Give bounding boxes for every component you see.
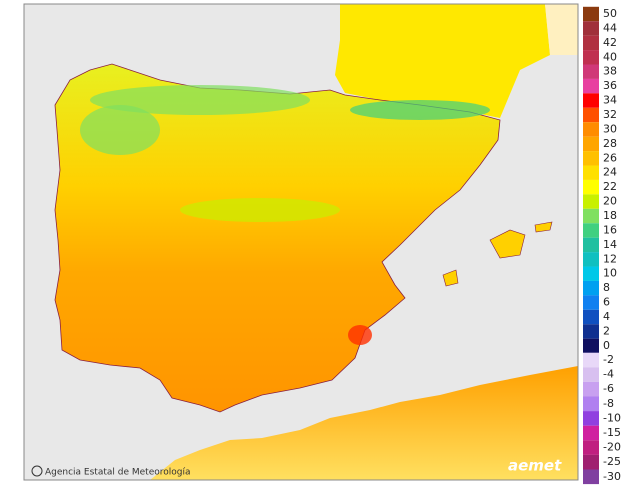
legend-swatch [583, 381, 599, 397]
legend-swatch [583, 136, 599, 152]
mountain-galicia [80, 105, 160, 155]
legend-swatch [583, 6, 599, 22]
legend-swatch [583, 352, 599, 368]
logo: aemet [508, 457, 562, 475]
legend-label: 16 [603, 223, 617, 236]
legend-label: -15 [603, 426, 621, 439]
legend-swatch [583, 151, 599, 166]
legend-swatch [583, 396, 599, 412]
legend-swatch [583, 21, 599, 36]
legend: 5044424038363432302826242220181614121086… [583, 6, 621, 485]
legend-label: 34 [603, 94, 617, 107]
legend-swatch [583, 93, 599, 108]
legend-label: 44 [603, 21, 617, 34]
legend-label: 30 [603, 122, 617, 135]
mallorca [489, 229, 526, 259]
mountain-pyrenees [350, 100, 490, 120]
france-east [545, 4, 578, 55]
france [335, 4, 550, 118]
legend-label: 6 [603, 296, 610, 309]
legend-label: -25 [603, 455, 621, 468]
legend-swatch [583, 35, 599, 51]
legend-swatch [583, 309, 599, 325]
map [24, 4, 578, 480]
legend-label: 22 [603, 180, 617, 193]
legend-label: -8 [603, 397, 614, 410]
legend-label: 12 [603, 252, 617, 265]
legend-label: 4 [603, 310, 610, 323]
legend-label: 24 [603, 166, 617, 179]
legend-swatch [583, 440, 599, 455]
hot-murcia [348, 325, 372, 345]
legend-label: 8 [603, 281, 610, 294]
legend-label: -4 [603, 368, 614, 381]
legend-label: 50 [603, 7, 617, 20]
legend-swatch [583, 266, 599, 281]
agency-name: Agencia Estatal de Meteorología [45, 468, 191, 478]
legend-swatch [583, 252, 599, 267]
legend-swatch [583, 295, 599, 310]
legend-swatch [583, 107, 599, 123]
menorca [534, 221, 553, 233]
legend-label: 32 [603, 108, 617, 121]
legend-label: -30 [603, 470, 621, 483]
legend-swatch [583, 179, 599, 195]
legend-swatch [583, 78, 599, 94]
legend-swatch [583, 194, 599, 209]
legend-label: -6 [603, 382, 614, 395]
legend-swatch [583, 425, 599, 441]
legend-label: 38 [603, 65, 617, 78]
legend-label: 28 [603, 137, 617, 150]
legend-swatch [583, 469, 599, 485]
legend-swatch [583, 208, 599, 224]
legend-label: 18 [603, 209, 617, 222]
legend-swatch [583, 280, 599, 296]
legend-label: 26 [603, 151, 617, 164]
mountain-north [90, 85, 310, 115]
copyright-icon [31, 465, 43, 477]
map-frame [23, 3, 579, 481]
legend-label: 14 [603, 238, 617, 251]
legend-label: -2 [603, 353, 614, 366]
legend-swatch [583, 324, 599, 339]
legend-label: 0 [603, 339, 610, 352]
legend-swatch [583, 223, 599, 238]
legend-label: -20 [603, 441, 621, 454]
legend-label: 10 [603, 267, 617, 280]
africa [150, 366, 578, 480]
legend-label: 2 [603, 324, 610, 337]
legend-label: -10 [603, 411, 621, 424]
legend-swatch [583, 454, 599, 470]
legend-swatch [583, 411, 599, 426]
legend-swatch [583, 338, 599, 354]
iberia [54, 63, 501, 413]
legend-swatch [583, 50, 599, 65]
legend-swatch [583, 367, 599, 382]
legend-label: 42 [603, 36, 617, 49]
legend-label: 36 [603, 79, 617, 92]
mountain-central [180, 198, 340, 222]
legend-label: 20 [603, 195, 617, 208]
legend-swatch [583, 237, 599, 253]
ibiza [442, 269, 459, 287]
legend-label: 40 [603, 50, 617, 63]
legend-swatch [583, 122, 599, 137]
legend-swatch [583, 165, 599, 180]
legend-swatch [583, 64, 599, 79]
